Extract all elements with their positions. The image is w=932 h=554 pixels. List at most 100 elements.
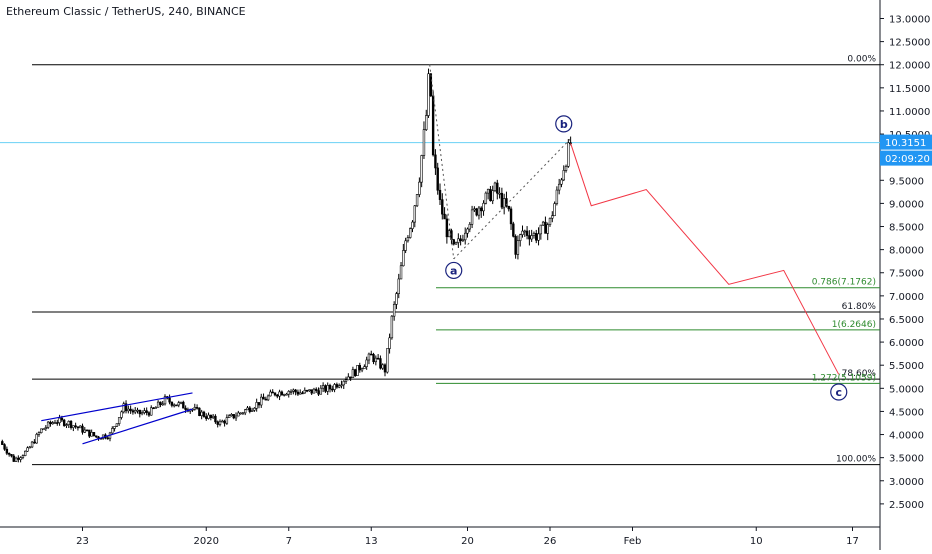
candle-body <box>145 410 148 413</box>
candle-body <box>74 425 77 428</box>
candle-body <box>127 408 130 412</box>
candle-body <box>131 410 135 413</box>
candle-body <box>24 450 27 456</box>
candle-body <box>154 407 158 409</box>
candle-body <box>248 407 251 412</box>
candle-body <box>35 434 38 444</box>
candle-body <box>62 419 66 426</box>
candle-body <box>177 402 180 406</box>
candle-body <box>383 364 387 373</box>
candle-body <box>431 95 435 156</box>
candle-body <box>106 437 109 440</box>
candle-body <box>425 115 428 130</box>
candle-body <box>198 407 201 416</box>
candle-body <box>225 417 229 424</box>
price-tick-label: 5.0000 <box>889 384 924 395</box>
candle-body <box>120 411 123 418</box>
countdown-text: 02:09:20 <box>885 154 930 165</box>
candle-body <box>69 421 73 428</box>
candle-body <box>51 422 54 425</box>
candle-body <box>143 410 146 413</box>
candle-body <box>344 379 348 382</box>
candle-body <box>457 238 460 243</box>
candle-body <box>498 192 501 195</box>
candle-body <box>253 407 256 411</box>
candle-body <box>168 397 171 403</box>
candle-body <box>14 457 18 462</box>
candle-body <box>413 205 416 223</box>
wave-label-text: c <box>835 386 842 399</box>
candle-body <box>163 396 167 405</box>
candle-body <box>264 398 268 401</box>
candle-body <box>294 389 297 393</box>
candle-body <box>548 217 552 225</box>
candle-body <box>505 198 508 207</box>
wave-label-circle <box>445 261 463 280</box>
candle-body <box>347 376 350 381</box>
candle-body <box>175 404 178 407</box>
last-price-text: 10.3151 <box>885 138 926 149</box>
candle-body <box>40 428 43 433</box>
candle-body <box>262 396 265 400</box>
candle-body <box>299 392 302 395</box>
wedge-trendline <box>41 392 193 422</box>
candle-body <box>150 407 153 416</box>
time-tick-label: 2020 <box>194 536 219 547</box>
candle-body <box>30 441 34 448</box>
wave-label-circle <box>555 115 573 133</box>
candle-body <box>273 392 277 396</box>
price-tick-label: 11.0000 <box>889 107 930 118</box>
candle-body <box>271 391 274 394</box>
candle-body <box>365 359 368 367</box>
price-tick-label: 9.0000 <box>889 199 924 210</box>
candle-body <box>310 389 313 394</box>
candle-body <box>535 232 538 241</box>
candle-body <box>512 223 515 237</box>
wave-label-a: a <box>445 261 463 280</box>
candle-body <box>351 369 355 378</box>
fib-level-label: 0.00% <box>847 55 876 65</box>
price-tick-label: 2.5000 <box>889 500 924 511</box>
fib-level-label: 61.80% <box>842 302 877 312</box>
price-tick-label: 7.0000 <box>889 292 924 303</box>
candle-body <box>195 407 199 409</box>
candle-body <box>564 166 568 171</box>
candle-body <box>464 232 467 241</box>
candle-body <box>308 389 311 391</box>
candle-body <box>250 409 254 412</box>
candle-body <box>5 448 9 454</box>
candle-body <box>507 205 510 210</box>
candle-body <box>315 388 318 391</box>
candle-body <box>122 403 125 413</box>
candle-body <box>502 198 506 208</box>
candle-body <box>301 392 304 395</box>
candle-body <box>136 409 139 412</box>
candle-body <box>260 396 263 406</box>
price-tick-label: 9.5000 <box>889 176 924 187</box>
candle-body <box>553 203 556 217</box>
candle-body <box>221 420 224 423</box>
candle-body <box>227 415 231 418</box>
candle-body <box>392 304 396 317</box>
candle-body <box>3 444 6 450</box>
candle-body <box>234 415 238 419</box>
candle-body <box>170 401 174 406</box>
candle-body <box>67 421 70 425</box>
candle-body <box>280 391 284 396</box>
candle-body <box>296 391 300 395</box>
candle-body <box>500 192 504 208</box>
candle-body <box>179 401 183 404</box>
candle-body <box>379 358 382 369</box>
candle-body <box>358 365 361 371</box>
candle-body <box>278 391 281 397</box>
candle-body <box>541 221 545 226</box>
candle-body <box>276 394 279 397</box>
candle-body <box>370 353 373 356</box>
candle-body <box>356 365 359 376</box>
candle-body <box>482 202 485 212</box>
candle-body <box>374 357 378 363</box>
candle-body <box>156 401 160 408</box>
candle-body <box>65 424 68 426</box>
